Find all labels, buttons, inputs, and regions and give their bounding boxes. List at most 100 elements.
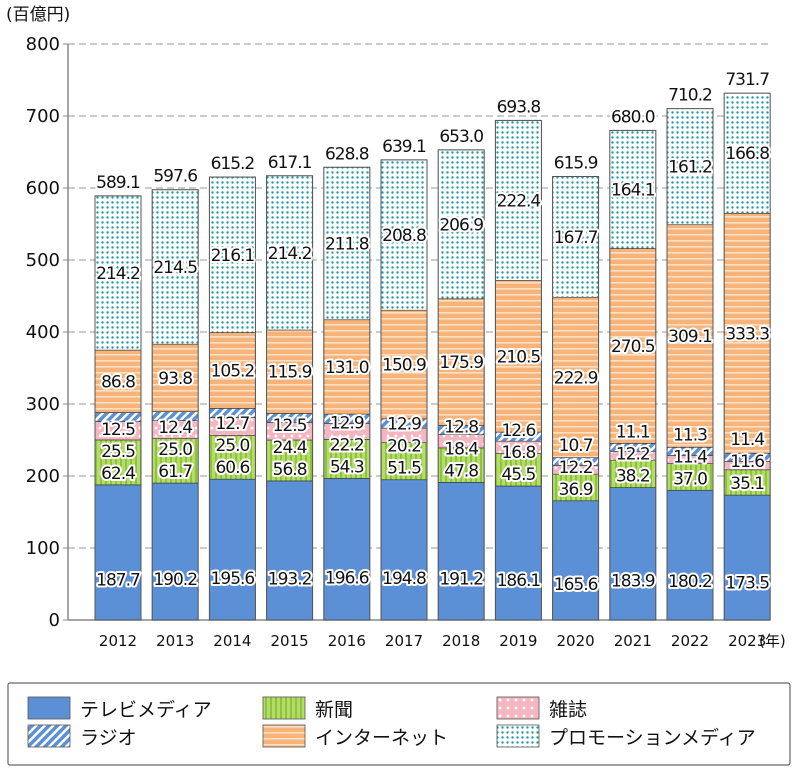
data-label: 105.2 bbox=[211, 362, 255, 382]
bar-outline bbox=[94, 195, 142, 621]
bar-segment bbox=[495, 120, 542, 281]
data-label: 11.1 bbox=[616, 423, 650, 443]
data-label: 12.4 bbox=[158, 418, 192, 438]
bar-segment bbox=[151, 343, 199, 413]
data-label: 47.8 bbox=[444, 461, 478, 481]
data-label: 25.0 bbox=[215, 436, 249, 456]
total-label: 693.8 bbox=[497, 97, 541, 117]
data-label: 11.6 bbox=[730, 452, 764, 472]
x-tick-label: 2021 bbox=[614, 632, 652, 650]
bar-segment bbox=[209, 176, 256, 333]
legend-box bbox=[7, 682, 791, 766]
legend-label: インターネット bbox=[315, 727, 448, 749]
bar-segment bbox=[609, 130, 657, 249]
data-label: 24.4 bbox=[273, 438, 307, 458]
bar-outline bbox=[380, 159, 428, 621]
x-tick-label: 2017 bbox=[385, 632, 423, 650]
x-tick-label: 2016 bbox=[328, 632, 366, 650]
x-tick-label: 2018 bbox=[442, 632, 480, 650]
data-label: 12.2 bbox=[616, 445, 650, 465]
bar-outline bbox=[266, 175, 314, 621]
x-tick-label: 2014 bbox=[213, 632, 251, 650]
data-label: 12.9 bbox=[387, 415, 421, 435]
total-label: 617.1 bbox=[268, 153, 312, 173]
legend-swatch bbox=[262, 724, 306, 748]
data-label: 193.2 bbox=[268, 569, 312, 589]
y-tick-label: 400 bbox=[26, 322, 60, 343]
bar-outline bbox=[208, 176, 256, 621]
bar-segment bbox=[151, 482, 199, 621]
data-label: 11.3 bbox=[673, 425, 707, 445]
bar-segment bbox=[266, 480, 313, 621]
bar-outline bbox=[437, 149, 485, 621]
bar-segment bbox=[437, 298, 485, 426]
data-label: 309.1 bbox=[668, 327, 712, 347]
data-label: 187.7 bbox=[96, 570, 140, 590]
legend-swatch bbox=[496, 724, 540, 748]
bar-segment bbox=[380, 159, 428, 311]
x-axis-unit-label: (年) bbox=[759, 632, 786, 650]
legend-label: プロモーションメディア bbox=[549, 727, 756, 749]
bar-segment bbox=[94, 195, 142, 351]
data-label: 62.4 bbox=[101, 464, 135, 484]
data-label: 60.6 bbox=[215, 458, 249, 478]
legend-swatch bbox=[262, 696, 306, 720]
bar-outline bbox=[666, 108, 714, 621]
bar-segment bbox=[209, 332, 256, 409]
data-label: 175.9 bbox=[439, 353, 483, 373]
x-tick-label: 2023 bbox=[728, 632, 766, 650]
legend-label: 雑誌 bbox=[549, 699, 587, 721]
data-label: 222.9 bbox=[554, 368, 598, 388]
data-label: 22.2 bbox=[330, 435, 364, 455]
total-label: 589.1 bbox=[96, 173, 140, 193]
total-label: 628.8 bbox=[325, 144, 369, 164]
bar-segment bbox=[552, 500, 599, 621]
data-label: 54.3 bbox=[330, 457, 364, 477]
bar-segment bbox=[666, 108, 714, 226]
data-label: 11.4 bbox=[730, 430, 764, 450]
bar-segment bbox=[609, 487, 657, 621]
total-label: 639.1 bbox=[382, 137, 426, 157]
data-label: 166.8 bbox=[725, 144, 769, 164]
bar-outline bbox=[323, 166, 371, 621]
data-label: 206.9 bbox=[439, 215, 483, 235]
x-tick-label: 2020 bbox=[557, 632, 595, 650]
data-label: 131.0 bbox=[325, 358, 369, 378]
data-label: 12.2 bbox=[559, 458, 593, 478]
legend-swatch bbox=[27, 696, 71, 720]
data-label: 164.1 bbox=[611, 180, 655, 200]
data-label: 10.7 bbox=[559, 436, 593, 456]
data-label: 180.2 bbox=[668, 572, 712, 592]
data-label: 214.2 bbox=[96, 264, 140, 284]
bar-segment bbox=[380, 479, 428, 621]
bar-segment bbox=[266, 329, 313, 414]
bar-outline bbox=[609, 129, 657, 621]
data-label: 222.4 bbox=[497, 191, 541, 211]
data-label: 56.8 bbox=[273, 460, 307, 480]
data-label: 18.4 bbox=[444, 439, 478, 459]
bar-segment bbox=[552, 473, 599, 502]
bar-segment bbox=[266, 175, 313, 331]
data-label: 190.2 bbox=[153, 570, 197, 590]
data-label: 194.8 bbox=[382, 569, 426, 589]
y-tick-label: 300 bbox=[26, 394, 60, 415]
data-label: 16.8 bbox=[501, 443, 535, 463]
data-label: 37.0 bbox=[673, 469, 707, 489]
data-label: 38.2 bbox=[616, 467, 650, 487]
data-label: 25.5 bbox=[101, 442, 135, 462]
legend-swatch bbox=[27, 724, 71, 748]
y-tick-label: 600 bbox=[26, 178, 60, 199]
x-tick-label: 2013 bbox=[156, 632, 194, 650]
data-label: 86.8 bbox=[101, 372, 135, 392]
bar-segment bbox=[209, 478, 256, 621]
data-label: 214.2 bbox=[268, 244, 312, 264]
bar-segment bbox=[209, 435, 256, 480]
bar-segment bbox=[552, 296, 599, 459]
legend-label: 新聞 bbox=[315, 699, 353, 721]
total-label: 653.0 bbox=[439, 127, 483, 147]
legend-swatch bbox=[496, 696, 540, 720]
data-label: 211.8 bbox=[325, 235, 369, 255]
data-label: 216.1 bbox=[211, 246, 255, 266]
